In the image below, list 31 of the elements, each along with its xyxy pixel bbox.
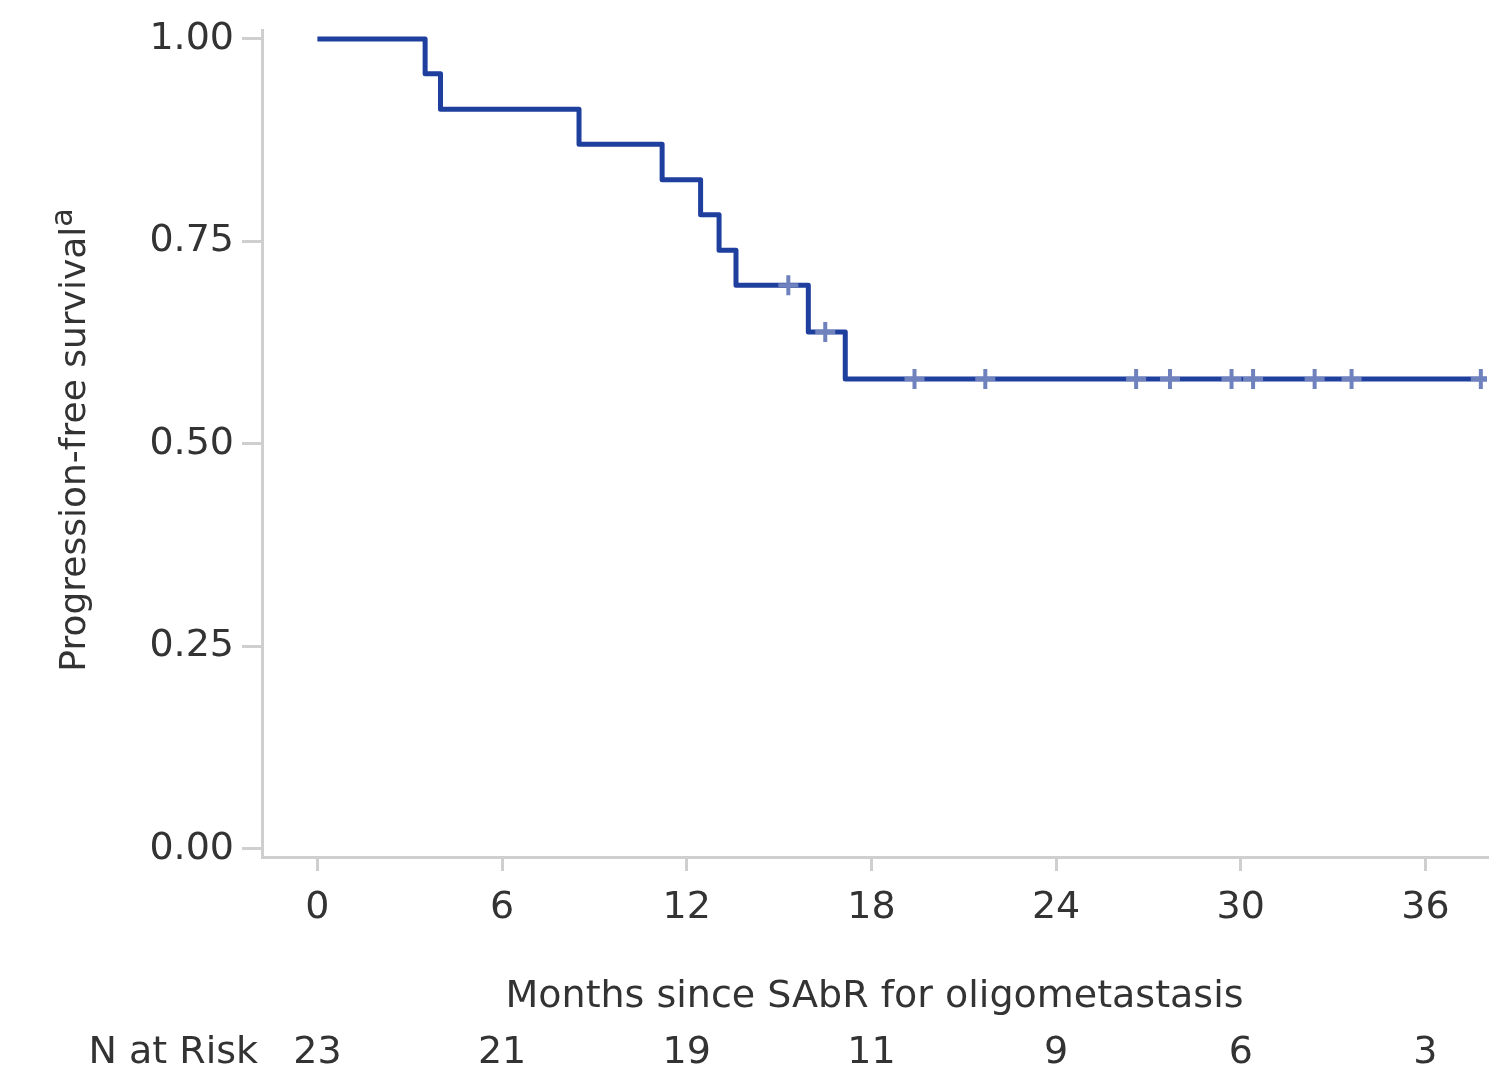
text: 21 [477, 1027, 527, 1072]
text: 11 [847, 1027, 896, 1072]
point [973, 367, 998, 392]
text: 3 [1413, 1027, 1438, 1072]
y-tick-label: 0.25 [149, 621, 234, 666]
point [1219, 367, 1244, 392]
point [1157, 367, 1182, 392]
y-tick-label: 0.75 [149, 216, 234, 261]
point [1241, 367, 1266, 392]
text: 23 [293, 1027, 342, 1072]
point [902, 367, 927, 392]
x-tick-label: 30 [1216, 882, 1265, 927]
text: 6 [1228, 1027, 1253, 1072]
x-axis-title: Months since SAbR for oligometastasis [505, 971, 1244, 1016]
point [1124, 367, 1149, 392]
point [1339, 367, 1364, 392]
x-tick-label: 24 [1031, 882, 1081, 927]
y-tick-label: 1.00 [149, 13, 234, 58]
text: 19 [662, 1027, 711, 1072]
x-tick-label: 36 [1401, 882, 1450, 927]
y-tick-label: 0.00 [149, 823, 234, 868]
text: N at Risk [88, 1027, 258, 1072]
text: 9 [1044, 1027, 1069, 1072]
y-tick-label: 0.50 [149, 418, 234, 463]
x-tick-label: 12 [662, 882, 711, 927]
x-tick-label: 6 [489, 882, 515, 927]
point [1302, 367, 1327, 392]
x-tick-label: 0 [305, 882, 330, 927]
x-tick-label: 18 [847, 882, 896, 927]
point [813, 320, 838, 345]
point [776, 273, 801, 298]
